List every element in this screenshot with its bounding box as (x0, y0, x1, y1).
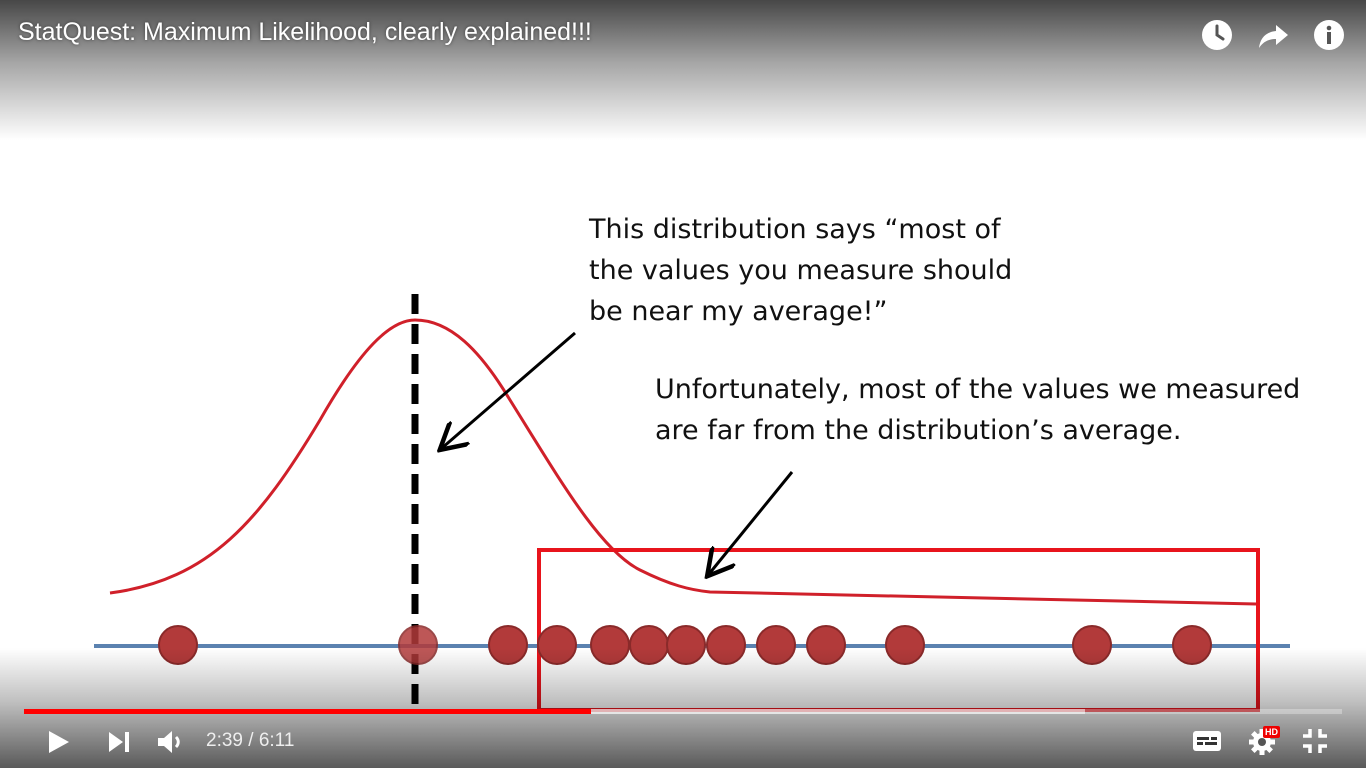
distribution-curve (109, 318, 1257, 606)
callout-bottom: Unfortunately, most of the values we mea… (655, 369, 1300, 451)
settings-button[interactable]: HD (1247, 726, 1283, 756)
time-separator: / (242, 730, 259, 751)
time-total: 6:11 (258, 730, 295, 751)
exit-fullscreen-icon[interactable] (1301, 727, 1329, 760)
arrow-to-tail (709, 471, 794, 574)
volume-icon[interactable] (155, 728, 185, 761)
callout-top: This distribution says “most of the valu… (589, 209, 1012, 332)
arrow-to-mean (442, 331, 576, 448)
callout-bottom-line: Unfortunately, most of the values we mea… (655, 374, 1301, 405)
callout-top-line: This distribution says “most of (589, 214, 1001, 245)
callout-top-line: the values you measure should (589, 255, 1013, 286)
settings-icon (1249, 729, 1275, 755)
watch-later-icon[interactable] (1200, 18, 1234, 52)
callout-bottom-line: are far from the distribution’s average. (655, 415, 1182, 446)
video-title[interactable]: StatQuest: Maximum Likelihood, clearly e… (18, 18, 592, 46)
control-bar: 2:39 / 6:11 HD (0, 718, 1366, 768)
top-actions (1200, 18, 1346, 52)
time-display: 2:39 / 6:11 (206, 730, 294, 752)
next-icon[interactable] (106, 729, 132, 760)
share-icon[interactable] (1256, 18, 1290, 52)
hd-badge: HD (1263, 726, 1280, 738)
callout-top-line: be near my average!” (589, 296, 888, 327)
subtitles-icon[interactable] (1192, 728, 1222, 759)
progress-bar[interactable] (24, 706, 1342, 716)
info-icon[interactable] (1312, 18, 1346, 52)
top-gradient (0, 0, 1366, 140)
progress-played (24, 709, 591, 714)
time-current: 2:39 (206, 730, 243, 751)
bottom-gradient (0, 648, 1366, 768)
play-icon[interactable] (44, 728, 72, 761)
